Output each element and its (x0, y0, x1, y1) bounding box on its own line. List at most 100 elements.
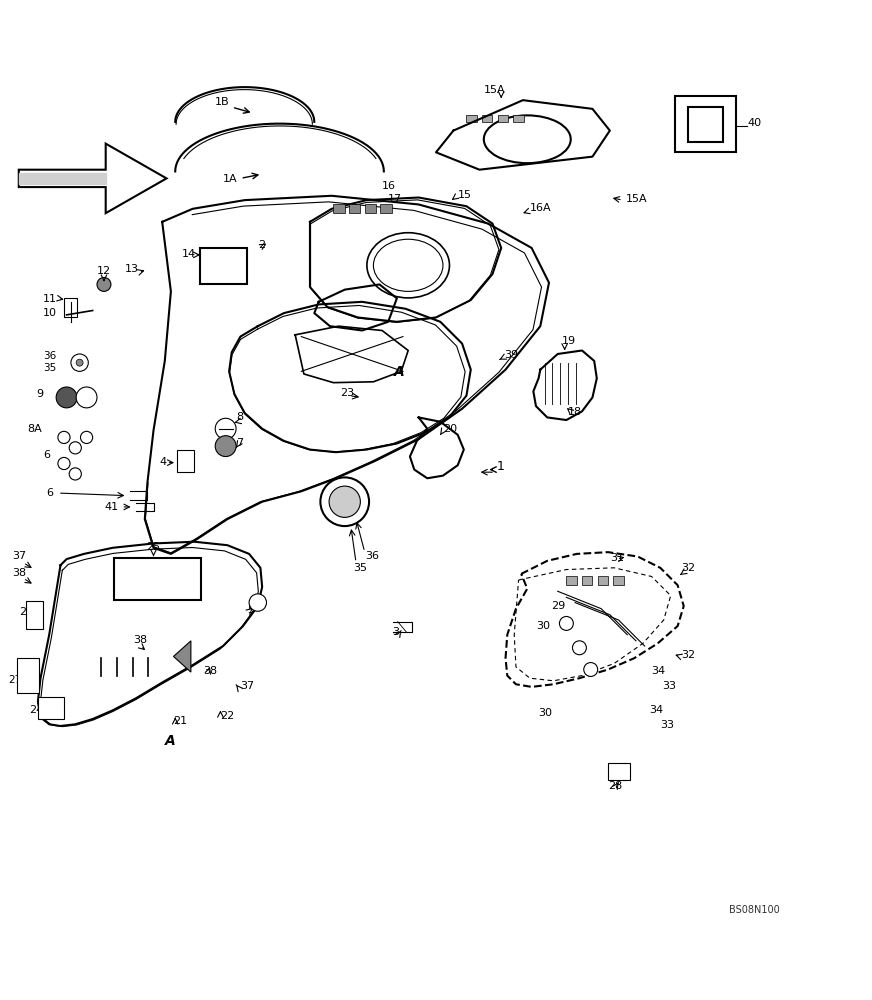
Bar (37, 697, 64, 719)
Text: 38: 38 (133, 635, 147, 645)
Bar (200, 248, 248, 284)
Circle shape (69, 442, 81, 454)
Text: 32: 32 (681, 650, 695, 660)
Bar (514, 115, 524, 122)
Circle shape (329, 486, 360, 517)
Ellipse shape (367, 233, 449, 298)
Bar (567, 576, 576, 585)
Circle shape (97, 277, 111, 291)
Text: 18: 18 (569, 407, 582, 417)
Text: 5: 5 (248, 605, 255, 615)
Bar (467, 115, 477, 122)
Text: 17: 17 (388, 194, 402, 204)
Circle shape (76, 359, 83, 366)
Circle shape (71, 354, 88, 371)
Text: 12: 12 (97, 266, 111, 276)
Text: 16: 16 (382, 181, 396, 191)
Circle shape (583, 663, 597, 676)
Bar (177, 450, 194, 472)
Text: 21: 21 (174, 716, 187, 726)
Text: 7: 7 (236, 438, 243, 448)
Ellipse shape (484, 115, 571, 163)
Text: 1: 1 (497, 460, 505, 473)
Text: 1A: 1A (223, 174, 238, 184)
Circle shape (215, 436, 236, 457)
Bar (688, 107, 723, 142)
Bar (349, 204, 360, 213)
Bar (482, 115, 493, 122)
Text: 33: 33 (662, 681, 676, 691)
Bar (114, 558, 201, 600)
Text: 36: 36 (43, 351, 57, 361)
Text: 3: 3 (392, 627, 399, 637)
Polygon shape (19, 144, 167, 213)
Bar (608, 763, 630, 780)
Text: 4: 4 (160, 457, 167, 467)
Circle shape (58, 431, 70, 444)
Text: 35: 35 (353, 563, 367, 573)
Text: 30: 30 (536, 621, 550, 631)
Text: 8: 8 (236, 412, 243, 422)
Text: 37: 37 (241, 681, 255, 691)
Circle shape (80, 431, 92, 444)
Bar (597, 576, 608, 585)
Text: 6: 6 (46, 488, 53, 498)
Text: 15A: 15A (484, 85, 506, 95)
Text: 35: 35 (43, 363, 57, 373)
Circle shape (69, 468, 81, 480)
Text: 41: 41 (104, 502, 118, 512)
Text: 30: 30 (539, 708, 553, 718)
Bar (333, 204, 344, 213)
Text: 36: 36 (364, 551, 378, 561)
Text: BS08N100: BS08N100 (729, 905, 780, 915)
Text: 2: 2 (258, 240, 265, 250)
Text: 33: 33 (660, 720, 674, 730)
Bar (64, 298, 77, 317)
Bar (364, 204, 376, 213)
Text: 25: 25 (146, 542, 160, 552)
Text: 29: 29 (551, 601, 565, 611)
Bar (17, 658, 38, 693)
Text: 34: 34 (649, 705, 663, 715)
Text: 23: 23 (340, 388, 355, 398)
Text: 39: 39 (504, 350, 518, 360)
Text: 9: 9 (36, 389, 44, 399)
Text: A: A (165, 734, 175, 748)
Text: 14: 14 (182, 249, 196, 259)
Polygon shape (174, 641, 191, 672)
Text: 31: 31 (610, 553, 623, 563)
Ellipse shape (373, 239, 443, 291)
Text: 16A: 16A (530, 203, 551, 213)
FancyBboxPatch shape (675, 96, 736, 152)
Text: 10: 10 (43, 308, 57, 318)
Text: A: A (394, 365, 405, 379)
Circle shape (249, 594, 267, 611)
Text: 38: 38 (203, 666, 217, 676)
Polygon shape (19, 173, 106, 184)
Text: 34: 34 (651, 666, 665, 676)
Text: 8A: 8A (27, 424, 42, 434)
Bar (613, 576, 623, 585)
Bar (380, 204, 392, 213)
Text: 20: 20 (443, 424, 457, 434)
Text: 28: 28 (608, 781, 623, 791)
Text: 13: 13 (125, 264, 139, 274)
Text: 19: 19 (562, 336, 576, 346)
Text: 26: 26 (19, 607, 33, 617)
Circle shape (572, 641, 586, 655)
Text: 11: 11 (43, 294, 57, 304)
Text: 38: 38 (12, 568, 26, 578)
Bar (26, 601, 43, 629)
Text: 40: 40 (747, 118, 761, 128)
Text: 15: 15 (458, 190, 472, 200)
Text: 32: 32 (681, 563, 695, 573)
Text: 15A: 15A (625, 194, 647, 204)
Text: 6: 6 (43, 450, 50, 460)
Text: 22: 22 (221, 711, 235, 721)
Circle shape (215, 418, 236, 439)
Bar (498, 115, 508, 122)
Text: 24: 24 (29, 705, 44, 715)
Circle shape (76, 387, 97, 408)
Bar (582, 576, 592, 585)
Circle shape (560, 616, 573, 630)
